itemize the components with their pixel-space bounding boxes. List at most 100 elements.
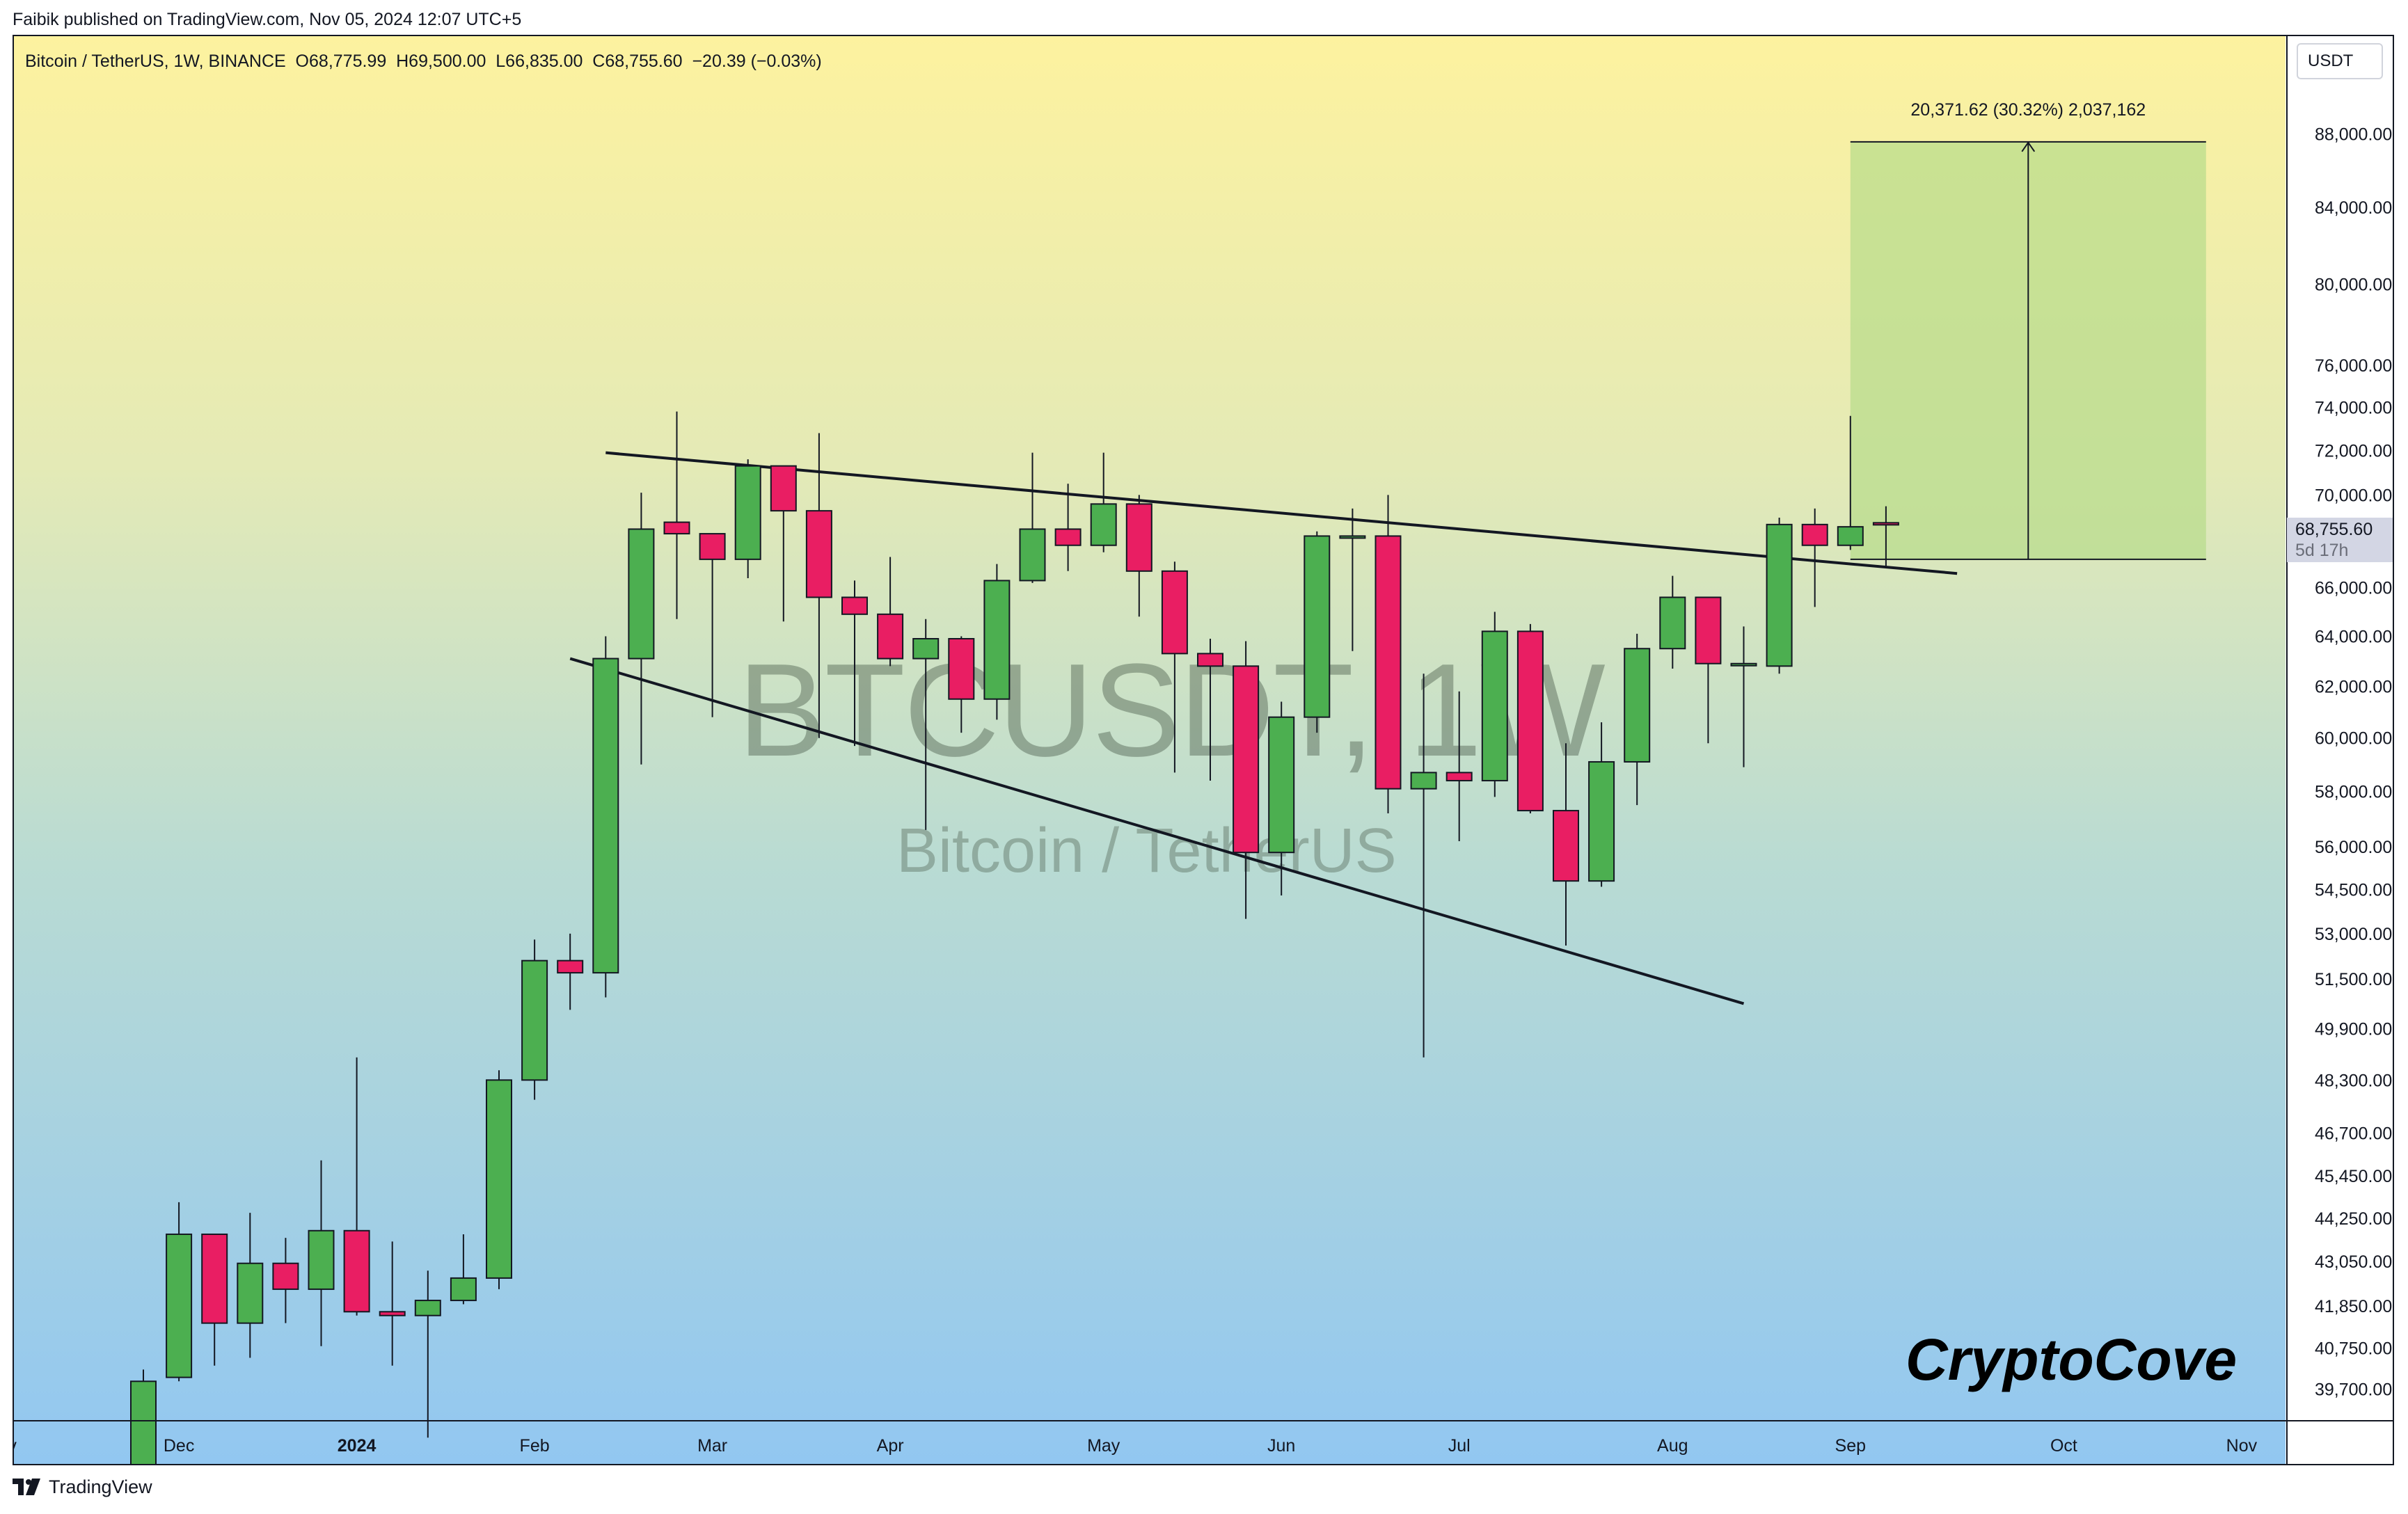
candle[interactable] [983,564,1011,720]
candle[interactable] [770,465,797,622]
candle-body-up [486,1079,512,1279]
candle[interactable] [1019,452,1046,583]
candle-body-up [1268,716,1295,854]
candle[interactable] [521,939,548,1100]
candle[interactable] [948,636,975,733]
candle[interactable] [308,1160,335,1346]
candlestick-chart[interactable]: 20,371.62 (30.32%) 2,037,162 88,000.00 84… [14,36,2393,1464]
trendline-2[interactable] [569,657,1745,1005]
last-price-tag: 68,755.60 5d 17h [2287,518,2393,562]
candle[interactable] [1054,484,1082,571]
candle[interactable] [734,459,761,579]
candle[interactable] [592,636,619,998]
candle-body-down [1233,665,1260,854]
candle[interactable] [1410,674,1437,1058]
candle[interactable] [1268,701,1295,895]
candle[interactable] [1481,612,1508,797]
cryptocove-logo: CryptoCove [1906,1327,2237,1392]
tradingview-footer[interactable]: TradingView [13,1476,152,1498]
axis-layer: 88,000.00 84,000.00 80,000.00 76,000.00 74,0… [14,36,2393,1464]
candle[interactable] [237,1213,264,1358]
candle[interactable] [841,580,868,747]
candle[interactable] [1197,638,1223,781]
price-tick-label: 62,000.00 [2315,677,2392,696]
candle[interactable] [1339,508,1366,651]
candle[interactable] [1516,623,1544,814]
price-tick-label: 58,000.00 [2315,783,2392,802]
candle[interactable] [1695,596,1722,744]
candle[interactable] [166,1202,193,1382]
candle[interactable] [1161,561,1188,773]
candle[interactable] [628,493,655,765]
price-tick-label: 46,700.00 [2315,1124,2392,1144]
candle[interactable] [557,933,584,1010]
trendline-1[interactable] [605,451,1958,575]
candle[interactable] [1375,495,1402,814]
candle[interactable] [1659,575,1686,669]
candle[interactable] [1304,531,1331,733]
measure-label: 20,371.62 (30.32%) 2,037,162 [1910,100,2146,120]
price-tick-label: 44,250.00 [2315,1209,2392,1229]
candle[interactable] [877,557,904,667]
candle[interactable] [912,619,940,830]
candle[interactable] [805,433,832,738]
candle-body-up [592,658,619,974]
candle[interactable] [379,1241,406,1366]
price-tick-label: 70,000.00 [2315,486,2392,505]
candle[interactable] [343,1057,370,1316]
candle-body-down [663,521,690,535]
price-tick-label: 45,450.00 [2315,1167,2392,1186]
candle[interactable] [663,411,690,619]
tradingview-brand: TradingView [49,1476,152,1497]
candle[interactable] [1125,495,1152,617]
chart-frame[interactable]: BTCUSDT, 1W Bitcoin / TetherUS 20,371.62… [13,35,2394,1465]
candle[interactable] [201,1233,228,1366]
candle[interactable] [450,1234,477,1305]
candle-body-up [237,1262,264,1324]
price-tick-label: 80,000.00 [2315,276,2392,295]
candle[interactable] [1837,415,1864,550]
price-tick-label: 41,850.00 [2315,1297,2392,1316]
candle-body-up [1730,662,1757,667]
bar-countdown: 5d 17h [2295,541,2349,560]
price-tick-label: 48,300.00 [2315,1071,2392,1090]
price-tick-label: 66,000.00 [2315,579,2392,598]
candle-body-up [628,528,655,660]
candle[interactable] [414,1270,441,1438]
candle[interactable] [1766,517,1793,674]
candle[interactable] [1445,691,1473,841]
candle-body-down [1445,772,1473,781]
candle-body-up [734,465,761,560]
currency-selector[interactable]: USDT [2297,43,2383,79]
candle[interactable] [1233,641,1260,919]
candle[interactable] [1730,626,1757,767]
time-tick-label: Jun [1267,1436,1295,1456]
candle[interactable] [1553,743,1579,946]
candle-body-up [983,580,1011,700]
candle-body-down [1125,503,1152,572]
target-box-layer: 20,371.62 (30.32%) 2,037,162 [1850,100,2206,560]
time-tick-label: Mar [697,1436,727,1456]
price-tick-label: 53,000.00 [2315,925,2392,944]
candle[interactable] [272,1238,299,1323]
candle-body-down [841,596,868,615]
candle-body-down [1801,523,1828,546]
candle[interactable] [699,533,726,717]
symbol-info[interactable]: Bitcoin / TetherUS, 1W, BINANCE O68,775.… [25,51,822,71]
candle[interactable] [1872,506,1899,568]
candle[interactable] [486,1070,512,1289]
candle[interactable] [130,1369,157,1464]
candle[interactable] [1588,722,1615,887]
price-tick-label: 51,500.00 [2315,970,2392,989]
price-axis-background [2287,36,2393,1464]
candle[interactable] [1090,452,1117,552]
price-tick-label: 84,000.00 [2315,198,2392,218]
candle-body-up [912,637,940,660]
candle[interactable] [1624,633,1651,806]
candle-body-up [1588,760,1615,882]
candle-body-down [1375,535,1402,790]
candle-body-up [1659,596,1686,650]
candle-body-down [1161,570,1188,655]
time-tick-label: May [1087,1436,1120,1456]
candle[interactable] [1801,508,1828,607]
